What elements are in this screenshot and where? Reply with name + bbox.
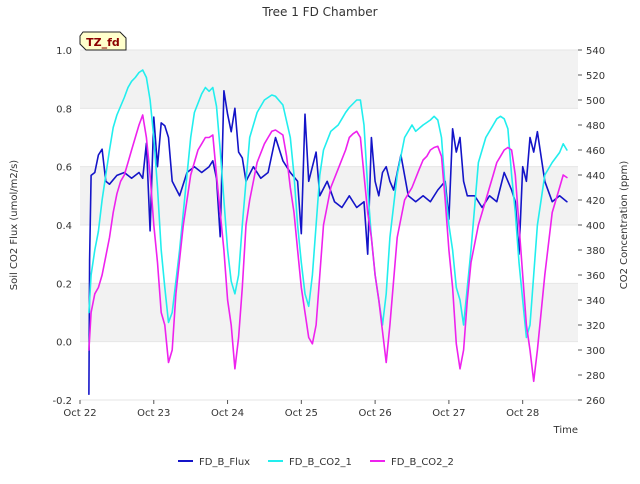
- right-tick-label: 440: [586, 171, 605, 182]
- annotation-label: TZ_fd: [86, 36, 120, 49]
- x-tick-label: Oct 22: [63, 408, 96, 419]
- right-tick-label: 420: [586, 196, 605, 207]
- chart-title: Tree 1 FD Chamber: [261, 5, 377, 19]
- right-tick-label: 520: [586, 71, 605, 82]
- right-tick-label: 260: [586, 396, 605, 407]
- right-axis-label: CO2 Concentration (ppm): [619, 161, 630, 290]
- left-tick-label: 0.4: [56, 221, 72, 232]
- right-tick-label: 540: [586, 46, 605, 57]
- x-tick-label: Oct 25: [285, 408, 318, 419]
- x-axis-ticks: Oct 22 Oct 23 Oct 24 Oct 25 Oct 26 Oct 27 Oct …: [63, 400, 539, 419]
- legend-label-co2-1: FD_B_CO2_1: [289, 457, 352, 468]
- legend-item-co2-2: FD_B_CO2_2: [370, 457, 454, 468]
- x-tick-label: Oct 24: [211, 408, 244, 419]
- background-band: [80, 50, 578, 109]
- legend-label-flux: FD_B_Flux: [199, 457, 250, 468]
- annotation-box: TZ_fd: [79, 31, 127, 51]
- legend-label-co2-2: FD_B_CO2_2: [391, 457, 454, 468]
- x-tick-label: Oct 27: [432, 408, 465, 419]
- right-tick-label: 360: [586, 271, 605, 282]
- right-tick-label: 300: [586, 346, 605, 357]
- right-tick-label: 480: [586, 121, 605, 132]
- right-tick-label: 460: [586, 146, 605, 157]
- right-tick-label: 500: [586, 96, 605, 107]
- x-axis-label: Time: [553, 425, 578, 436]
- left-tick-label: -0.2: [52, 396, 72, 407]
- left-tick-label: 1.0: [56, 46, 72, 57]
- x-tick-label: Oct 26: [359, 408, 392, 419]
- right-tick-label: 280: [586, 371, 605, 382]
- x-tick-label: Oct 23: [137, 408, 170, 419]
- background-band: [80, 283, 578, 342]
- legend-item-flux: FD_B_Flux: [178, 457, 250, 468]
- series-lines: [88, 69, 568, 396]
- series-line-fd-b-co2-2: [88, 114, 568, 383]
- right-tick-label: 380: [586, 246, 605, 257]
- right-tick-label: 340: [586, 296, 605, 307]
- x-tick-label: Oct 28: [506, 408, 539, 419]
- right-tick-label: 320: [586, 321, 605, 332]
- left-tick-label: 0.2: [56, 279, 72, 290]
- left-axis-label: Soil CO2 Flux (umol/m2/s): [9, 160, 20, 290]
- left-tick-label: 0.6: [56, 163, 72, 174]
- left-tick-label: 0.0: [56, 338, 72, 349]
- right-tick-label: 400: [586, 221, 605, 232]
- series-line-fd-b-flux: [88, 90, 568, 396]
- left-tick-label: 0.8: [56, 104, 72, 115]
- legend: FD_B_Flux FD_B_CO2_1 FD_B_CO2_2: [178, 457, 454, 468]
- legend-item-co2-1: FD_B_CO2_1: [268, 457, 352, 468]
- left-axis-ticks: -0.2 0.0 0.2 0.4 0.6 0.8 1.0: [52, 46, 72, 407]
- right-axis-ticks: 260 280 300 320 340 360 380 400 420 440 460 480 500 5…: [578, 46, 605, 407]
- series-line-fd-b-co2-1: [88, 69, 568, 339]
